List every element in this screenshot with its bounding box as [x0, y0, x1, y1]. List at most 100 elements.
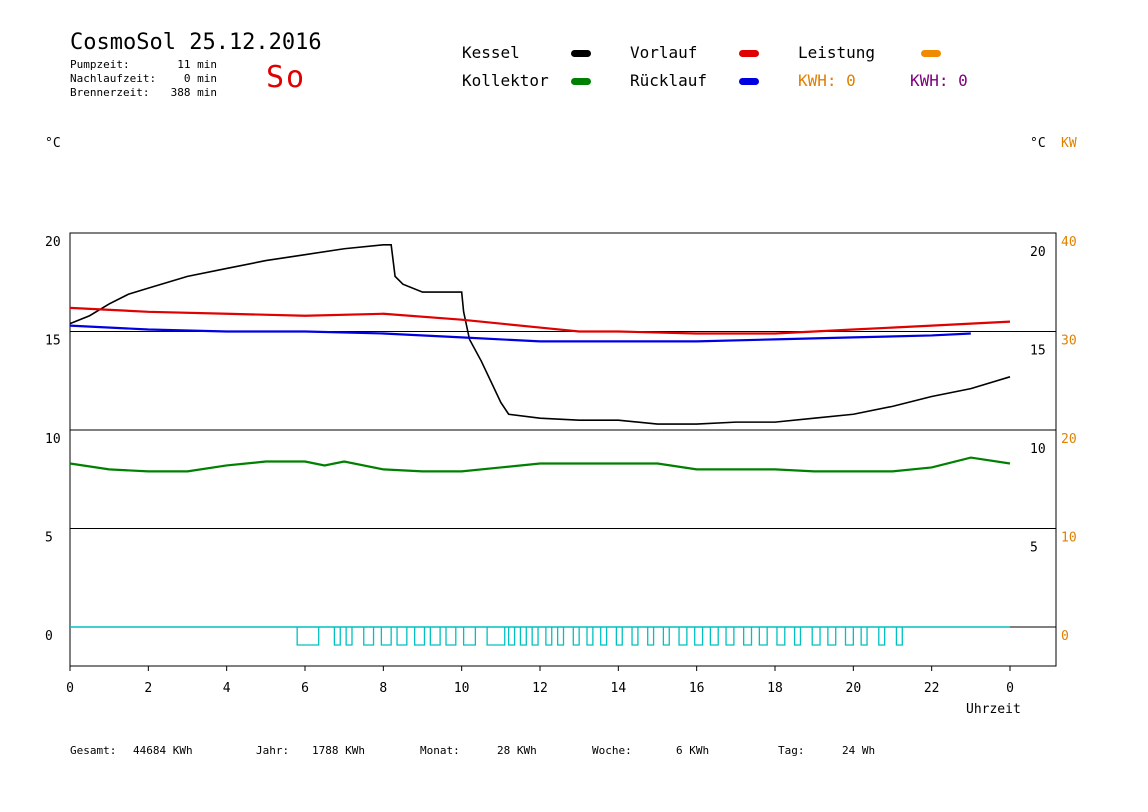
y-tick-label-kw: 30: [1061, 334, 1077, 349]
y-tick-label-left: 15: [45, 334, 61, 349]
pump-pulse: [572, 627, 580, 646]
x-tick-label: 14: [611, 681, 627, 696]
legend-swatch-kollektor: [571, 78, 591, 85]
footer-label: Tag:: [778, 744, 805, 757]
series-line-ruecklauf: [69, 324, 971, 343]
x-tick-label: 18: [767, 681, 783, 696]
footer-label: Woche:: [592, 744, 632, 757]
y-tick-label-kw: 40: [1061, 235, 1077, 250]
pump-pulse: [631, 627, 639, 646]
day-code: So: [266, 60, 307, 95]
legend-swatch-kessel: [571, 50, 591, 57]
y-tick-label-right: 20: [1030, 245, 1046, 260]
footer-value: 1788 KWh: [312, 744, 365, 757]
legend-label-kollektor: Kollektor: [462, 71, 549, 90]
footer-label: Jahr:: [256, 744, 290, 757]
pump-pulse: [556, 627, 565, 646]
pump-pulse: [743, 627, 753, 646]
legend-swatch-vorlauf: [739, 50, 759, 57]
y-tick-label-left: 10: [45, 432, 61, 447]
pump-pulse: [827, 627, 837, 646]
pump-pulse: [776, 627, 786, 646]
stat-value: 0 min: [183, 72, 217, 85]
stat-label: Brennerzeit:: [70, 86, 150, 99]
chart-title: CosmoSol 25.12.2016: [70, 30, 322, 55]
x-tick-label: 12: [532, 681, 548, 696]
legend-label-leistung: Leistung: [798, 43, 876, 62]
footer-label: Monat:: [420, 744, 460, 757]
series-line-kollektor: [69, 456, 1011, 473]
pump-pulse: [545, 627, 553, 646]
pump-pulse: [429, 627, 441, 646]
pump-pulse: [531, 627, 539, 646]
y-tick-label-right: 15: [1030, 344, 1046, 359]
x-tick-label: 22: [924, 681, 940, 696]
pump-pulse: [380, 627, 392, 646]
pump-pulse: [486, 627, 506, 646]
footer-value: 6 KWh: [676, 744, 710, 757]
y-tick-label-left: 0: [45, 629, 53, 644]
x-tick-label: 8: [379, 681, 387, 696]
footer-label: Gesamt:: [70, 744, 117, 757]
pump-pulse: [462, 627, 477, 646]
legend-label-kessel: Kessel: [462, 43, 520, 62]
pump-pulse: [414, 627, 426, 646]
legend-swatch-ruecklauf: [739, 78, 759, 85]
pump-pulse: [615, 627, 623, 646]
pump-pulse: [694, 627, 704, 646]
pump-pulse: [519, 627, 527, 646]
series-line-vorlauf: [69, 306, 1011, 335]
x-axis-label: Uhrzeit: [966, 702, 1021, 717]
kwh-orange: KWH: 0: [798, 71, 856, 90]
pump-pulse: [586, 627, 594, 646]
pump-pulse: [396, 627, 408, 646]
pump-pulse: [725, 627, 735, 646]
x-tick-label: 20: [846, 681, 862, 696]
pump-pulse: [678, 627, 688, 646]
pump-pulse: [758, 627, 768, 646]
stat-value: 388 min: [170, 86, 217, 99]
pump-pulse: [600, 627, 608, 646]
x-tick-label: 0: [66, 681, 74, 696]
pump-pulse: [844, 627, 854, 646]
footer-value: 44684 KWh: [133, 744, 193, 757]
pump-pulse: [709, 627, 719, 646]
y-tick-label-left: 5: [45, 531, 53, 546]
plot-frame: [69, 232, 1057, 667]
stat-value: 11 min: [177, 58, 217, 71]
pump-pulse: [296, 627, 320, 646]
right-unit-kw-label: KW: [1061, 136, 1077, 151]
right-unit-label: °C: [1030, 136, 1046, 151]
series-line-kessel: [69, 244, 1011, 425]
x-tick-label: 0: [1006, 681, 1014, 696]
pump-pulse: [333, 627, 341, 646]
x-tick-label: 16: [689, 681, 705, 696]
legend-swatch-leistung: [921, 50, 941, 57]
pump-pulse: [508, 627, 516, 646]
pump-pulse: [363, 627, 375, 646]
footer-value: 24 Wh: [842, 744, 876, 757]
pump-pulse: [345, 627, 353, 646]
pump-pulse: [878, 627, 886, 646]
stat-label: Nachlaufzeit:: [70, 72, 157, 85]
footer-value: 28 KWh: [497, 744, 537, 757]
y-tick-label-right: 5: [1030, 541, 1038, 556]
pump-pulse: [793, 627, 802, 646]
x-tick-label: 4: [223, 681, 231, 696]
x-tick-label: 2: [144, 681, 152, 696]
y-tick-label-kw: 10: [1061, 531, 1077, 546]
stat-label: Pumpzeit:: [70, 58, 130, 71]
pump-pulse: [647, 627, 655, 646]
y-tick-label-kw: 20: [1061, 432, 1077, 447]
pump-pulse: [445, 627, 457, 646]
legend-label-ruecklauf: Rücklauf: [630, 71, 708, 90]
pump-pulse: [811, 627, 821, 646]
left-unit-label: °C: [45, 136, 61, 151]
pump-pulse: [662, 627, 670, 646]
legend-label-vorlauf: Vorlauf: [630, 43, 698, 62]
pump-pulse: [860, 627, 868, 646]
x-tick-label: 6: [301, 681, 309, 696]
y-tick-label-right: 10: [1030, 442, 1046, 457]
pump-pulse: [895, 627, 903, 646]
